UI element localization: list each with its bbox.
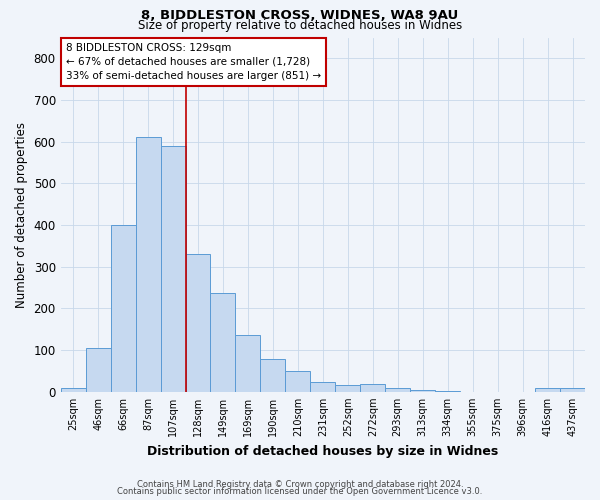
Text: Contains public sector information licensed under the Open Government Licence v3: Contains public sector information licen… [118,487,482,496]
Bar [286,370,310,392]
Bar [185,254,211,392]
Text: 8, BIDDLESTON CROSS, WIDNES, WA8 9AU: 8, BIDDLESTON CROSS, WIDNES, WA8 9AU [142,9,458,22]
Bar [360,384,385,392]
Bar [61,388,86,392]
Bar [435,391,460,392]
X-axis label: Distribution of detached houses by size in Widnes: Distribution of detached houses by size … [147,444,499,458]
Bar [385,388,410,392]
Bar [310,382,335,392]
Bar [161,146,185,392]
Bar [260,359,286,392]
Bar [86,348,110,392]
Bar [136,137,161,392]
Bar [560,388,585,392]
Text: Size of property relative to detached houses in Widnes: Size of property relative to detached ho… [138,19,462,32]
Bar [410,390,435,392]
Bar [235,335,260,392]
Bar [110,225,136,392]
Bar [211,293,235,392]
Text: Contains HM Land Registry data © Crown copyright and database right 2024.: Contains HM Land Registry data © Crown c… [137,480,463,489]
Bar [335,385,360,392]
Text: 8 BIDDLESTON CROSS: 129sqm
← 67% of detached houses are smaller (1,728)
33% of s: 8 BIDDLESTON CROSS: 129sqm ← 67% of deta… [66,43,321,81]
Bar [535,388,560,392]
Y-axis label: Number of detached properties: Number of detached properties [15,122,28,308]
